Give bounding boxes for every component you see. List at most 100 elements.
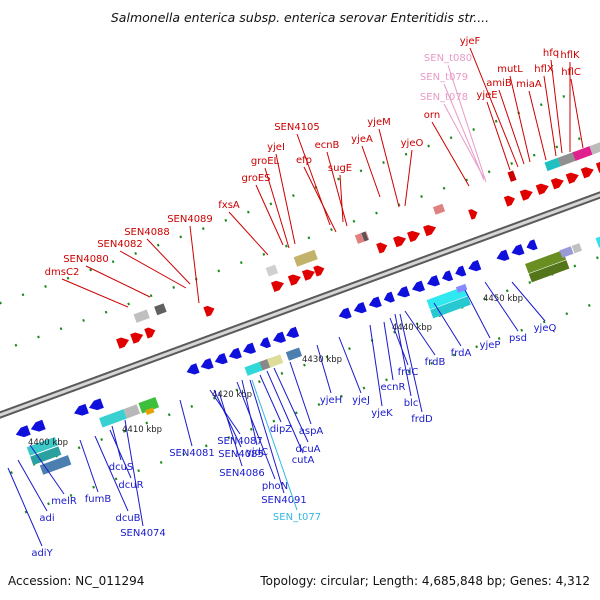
forward-gene-7 bbox=[313, 265, 325, 277]
gene-label-yjei-callout bbox=[275, 153, 296, 245]
cog-block-20 bbox=[154, 303, 167, 316]
tick-label-0: 4400 kbp bbox=[28, 438, 68, 448]
gene-label-aspa-callout bbox=[289, 361, 312, 425]
gene-label-sen-t079-callout bbox=[443, 83, 485, 181]
cog-block-26-box bbox=[507, 170, 517, 182]
reverse-gene-22-arrow bbox=[496, 249, 510, 261]
gene-label-sen4105: SEN4105 bbox=[274, 122, 320, 133]
gene-label-ecnr-callout bbox=[383, 321, 394, 381]
gene-label-frdb-callout bbox=[404, 310, 436, 356]
cog-block-10 bbox=[285, 347, 303, 361]
cog-block-5 bbox=[145, 407, 155, 415]
gene-label-yjeo-callout bbox=[404, 149, 413, 207]
cog-block-18 bbox=[595, 233, 600, 248]
forward-gene-1 bbox=[130, 332, 144, 344]
reverse-gene-14-arrow bbox=[368, 296, 382, 308]
gene-label-sen4082-callout bbox=[119, 250, 187, 289]
cog-block-29-box bbox=[572, 146, 593, 161]
gene-label-dcus: dcuS bbox=[109, 462, 134, 473]
gene-label-groes: groES bbox=[241, 173, 270, 184]
reverse-gene-20 bbox=[455, 265, 467, 277]
cog-block-15 bbox=[528, 260, 570, 283]
forward-gene-11-arrow bbox=[423, 224, 437, 237]
reverse-gene-0 bbox=[15, 425, 31, 438]
reverse-gene-13-arrow bbox=[353, 301, 367, 314]
cog-block-19-box bbox=[133, 309, 150, 323]
gene-label-yjee: yjeE bbox=[476, 90, 497, 101]
gene-label-sen4085: SEN4085 bbox=[218, 449, 264, 460]
accession-text: Accession: NC_011294 bbox=[8, 574, 145, 588]
cog-block-1-box bbox=[30, 446, 62, 466]
reverse-gene-10-arrow bbox=[273, 331, 286, 343]
gene-label-yjeh-callout bbox=[316, 344, 332, 394]
cog-block-27-box bbox=[544, 157, 561, 172]
gene-label-frdc-callout bbox=[389, 317, 409, 366]
cog-block-25-box bbox=[432, 203, 446, 215]
reverse-gene-6-arrow bbox=[214, 352, 228, 365]
cog-block-7 bbox=[244, 361, 265, 376]
reverse-gene-19 bbox=[442, 270, 454, 282]
gene-label-hflx: hflX bbox=[534, 64, 554, 75]
gene-label-yjek: yjeK bbox=[371, 408, 393, 419]
reverse-gene-1-arrow bbox=[30, 419, 46, 432]
forward-gene-1-arrow bbox=[130, 332, 144, 344]
gene-label-sen-t077: SEN_t077 bbox=[273, 512, 321, 523]
gene-label-yjef-callout bbox=[469, 47, 519, 168]
forward-gene-9-arrow bbox=[393, 236, 407, 248]
gene-label-sen4089-callout bbox=[189, 225, 200, 304]
cog-block-15-box bbox=[528, 260, 570, 283]
tick-label-3: 4430 kbp bbox=[302, 355, 342, 365]
gene-label-psd-callout bbox=[484, 281, 519, 332]
forward-gene-7-arrow bbox=[313, 265, 325, 277]
tick-label-2: 4420 kbp bbox=[212, 390, 252, 400]
forward-gene-2 bbox=[144, 327, 156, 339]
cog-block-13 bbox=[455, 283, 468, 293]
gene-label-phon: phoN bbox=[262, 481, 288, 492]
gene-label-fumb-callout bbox=[79, 439, 99, 493]
gene-label-hflk: hflK bbox=[560, 50, 580, 61]
forward-gene-15 bbox=[550, 178, 564, 190]
reverse-gene-2 bbox=[74, 403, 89, 416]
cog-block-24 bbox=[361, 231, 369, 242]
reverse-gene-0-arrow bbox=[15, 425, 31, 438]
gene-label-mutl-callout bbox=[509, 75, 531, 163]
gene-label-sen4081: SEN4081 bbox=[169, 448, 215, 459]
cog-block-4-box bbox=[138, 396, 160, 414]
forward-gene-12-arrow bbox=[503, 195, 515, 207]
gene-label-yjdc-callout bbox=[241, 379, 258, 446]
cog-block-4 bbox=[138, 396, 160, 414]
cog-block-18-box bbox=[595, 233, 600, 248]
forward-gene-3 bbox=[203, 305, 215, 317]
cog-block-7-box bbox=[244, 361, 265, 376]
gene-label-hflc: hflC bbox=[561, 67, 581, 78]
reverse-gene-1 bbox=[30, 419, 46, 432]
gene-label-orn: orn bbox=[424, 110, 440, 121]
forward-gene-3-arrow bbox=[203, 305, 215, 317]
gene-label-groel-callout bbox=[264, 167, 290, 249]
gene-label-sen4105-callout bbox=[296, 133, 331, 226]
gene-label-dipz: dipZ bbox=[270, 424, 292, 435]
gene-label-phon-callout bbox=[236, 381, 276, 480]
gene-label-miaa-callout bbox=[528, 90, 547, 161]
cog-block-26 bbox=[507, 170, 517, 182]
guide-reverse-outer bbox=[24, 300, 600, 514]
cog-block-22 bbox=[293, 249, 318, 267]
gene-label-dcur: dcuR bbox=[118, 480, 143, 491]
gene-label-yjee-callout bbox=[486, 101, 511, 171]
reverse-gene-22 bbox=[496, 249, 510, 261]
gene-label-melr: melR bbox=[51, 496, 77, 507]
gene-label-efp: efp bbox=[296, 155, 312, 166]
reverse-gene-23-arrow bbox=[511, 244, 525, 256]
gene-label-yjeo: yjeO bbox=[401, 138, 424, 149]
gene-label-sen4074-callout bbox=[124, 419, 144, 527]
gene-label-yjeq-callout bbox=[511, 281, 546, 322]
reverse-gene-9-arrow bbox=[259, 337, 272, 349]
cog-block-3 bbox=[123, 404, 141, 419]
reverse-gene-8-arrow bbox=[243, 342, 256, 354]
gene-label-sen4082: SEN4082 bbox=[97, 239, 143, 250]
forward-gene-5-arrow bbox=[287, 274, 301, 286]
forward-gene-19-arrow bbox=[468, 209, 478, 220]
reverse-gene-8 bbox=[243, 342, 256, 354]
gene-label-cuta: cutA bbox=[292, 455, 315, 466]
tick-label-5: 4450 kbp bbox=[483, 294, 523, 304]
